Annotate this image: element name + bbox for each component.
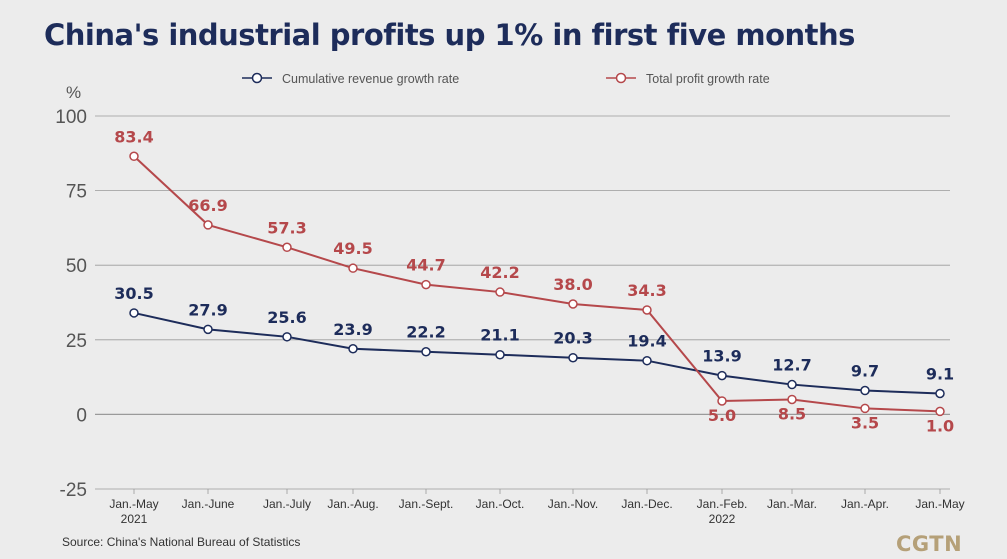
legend-label-revenue: Cumulative revenue growth rate (282, 72, 459, 86)
x-tick-label: Jan.-Aug. (327, 497, 378, 511)
x-tick-label: Jan.-Dec. (621, 497, 672, 511)
y-tick-label: 0 (76, 405, 87, 426)
data-label-profit: 34.3 (627, 281, 666, 300)
data-label-profit: 42.2 (480, 263, 519, 282)
data-label-profit: 49.5 (333, 239, 372, 258)
data-point-revenue (860, 385, 870, 396)
data-point-revenue (421, 346, 431, 357)
data-point-profit (421, 279, 431, 290)
data-point-profit (935, 406, 945, 417)
y-axis-label: % (66, 83, 81, 102)
cgtn-logo: CGTN (896, 532, 963, 556)
data-point-profit (282, 242, 292, 253)
data-point-revenue (129, 308, 139, 318)
data-label-profit: 3.5 (851, 413, 879, 432)
data-label-revenue: 21.1 (480, 326, 519, 345)
x-tick-label: Jan.-May (915, 497, 964, 511)
x-tick-label: Jan.-Sept. (399, 497, 454, 511)
data-point-revenue (717, 370, 727, 381)
x-tick-label: Jan.-Oct. (476, 497, 525, 511)
x-tick-label: Jan.-Apr. (841, 497, 889, 511)
data-label-profit: 83.4 (114, 127, 153, 146)
data-label-revenue: 9.7 (851, 362, 879, 381)
legend-label-profit: Total profit growth rate (646, 72, 770, 86)
data-label-revenue: 12.7 (772, 356, 811, 375)
x-tick-label: Jan.-May (109, 497, 158, 511)
x-tick-year-label: 2021 (121, 512, 148, 526)
data-point-profit (348, 263, 358, 273)
y-tick-label: 75 (66, 182, 87, 203)
data-point-revenue (203, 324, 213, 335)
data-label-revenue: 30.5 (114, 284, 153, 303)
data-point-profit (568, 299, 578, 309)
data-point-profit (129, 151, 139, 162)
data-label-profit: 5.0 (708, 406, 736, 425)
y-tick-label: -25 (60, 480, 87, 501)
data-point-profit (787, 394, 797, 405)
x-tick-label: Jan.-June (182, 497, 235, 511)
data-point-revenue (787, 379, 797, 390)
series-line-revenue (133, 311, 941, 395)
data-point-revenue (348, 344, 358, 354)
series-line-profit (133, 155, 941, 413)
data-label-revenue: 22.2 (406, 323, 445, 342)
data-label-revenue: 23.9 (333, 320, 372, 339)
data-label-revenue: 9.1 (926, 365, 954, 384)
x-tick-label: Jan.-July (263, 497, 311, 511)
data-point-revenue (935, 388, 945, 399)
data-point-profit (860, 403, 870, 414)
data-label-profit: 66.9 (188, 196, 227, 215)
data-point-revenue (282, 332, 292, 342)
chart-title: China's industrial profits up 1% in firs… (44, 18, 855, 52)
y-tick-label: 100 (55, 107, 87, 128)
data-label-profit: 1.0 (926, 416, 954, 435)
x-tick-label: Jan.-Feb. (697, 497, 748, 511)
data-label-profit: 38.0 (553, 275, 592, 294)
y-tick-label: 25 (66, 331, 87, 352)
data-point-revenue (495, 349, 505, 360)
x-tick-label: Jan.-Mar. (767, 497, 817, 511)
source-note: Source: China's National Bureau of Stati… (62, 535, 301, 549)
data-point-revenue (568, 352, 578, 363)
legend-marker-profit (615, 72, 627, 84)
data-point-profit (203, 220, 213, 230)
x-tick-label: Jan.-Nov. (548, 497, 598, 511)
data-point-profit (717, 396, 727, 406)
data-label-revenue: 19.4 (627, 332, 666, 351)
data-point-profit (642, 305, 652, 315)
data-point-profit (495, 287, 505, 297)
data-label-profit: 57.3 (267, 218, 306, 237)
data-label-revenue: 13.9 (702, 347, 741, 366)
data-label-profit: 44.7 (406, 256, 445, 275)
data-point-revenue (642, 355, 652, 366)
y-tick-label: 50 (66, 256, 87, 277)
x-tick-year-label: 2022 (709, 512, 736, 526)
data-label-revenue: 27.9 (188, 300, 227, 319)
legend-marker-revenue (251, 72, 263, 84)
data-label-revenue: 25.6 (267, 308, 306, 327)
data-label-revenue: 20.3 (553, 329, 592, 348)
data-label-profit: 8.5 (778, 404, 806, 423)
